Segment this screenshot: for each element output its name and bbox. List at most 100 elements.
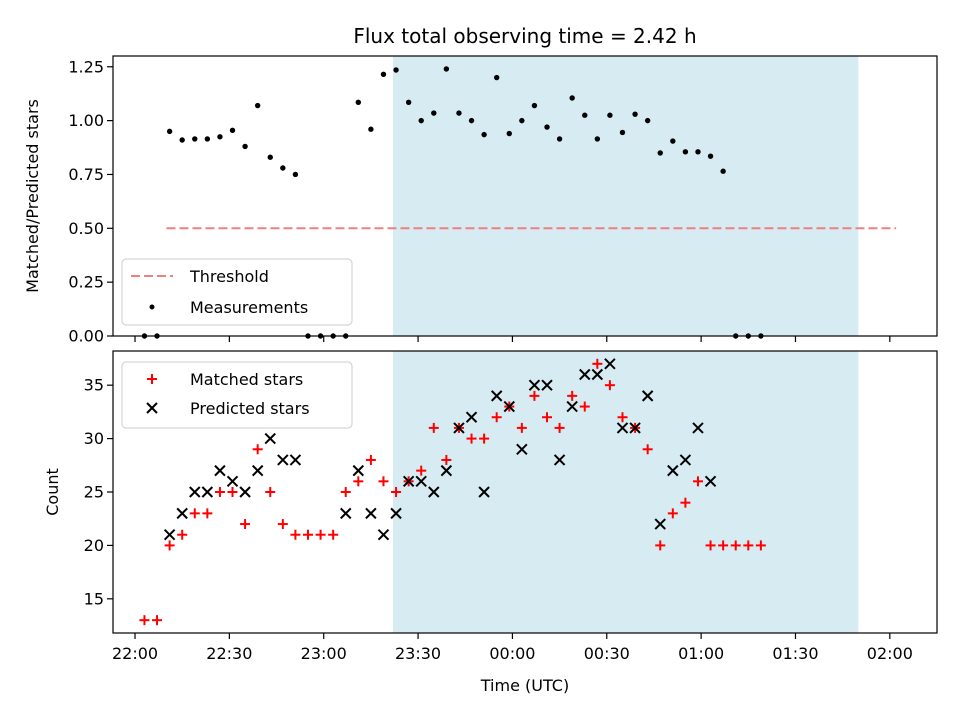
predicted-star-point [679,454,692,466]
measurement-point [720,168,726,174]
marker-stroke [214,464,226,477]
measurement-point [405,99,412,106]
legend-marker [146,402,158,414]
marker-stroke [692,422,704,434]
measurement-point [531,102,538,109]
matched-star-point [353,476,364,487]
predicted-star-point [641,390,654,402]
marker-stroke [679,454,692,466]
marker-stroke [641,390,654,402]
marker-stroke [566,400,578,413]
predicted-star-point [226,475,239,488]
matched-star-point [479,433,490,444]
x-tick-label: 23:30 [395,644,441,663]
x-tick-label: 22:00 [112,644,158,663]
measurement-point [493,74,500,81]
predicted-star-point [428,486,440,498]
measurement-point [468,117,475,124]
predicted-star-point [264,432,276,445]
measurement-point [544,124,550,130]
matched-star-point [667,508,678,519]
top-legend: Threshold Measurements [121,258,353,326]
y-tick-label: 0.25 [68,273,104,292]
matched-star-point [743,540,754,551]
marker-stroke [239,486,251,498]
predicted-star-point [478,486,490,498]
top-y-ticks: 0.00 0.25 0.50 0.75 1.00 1.25 [68,57,113,346]
y-tick-label: 0.00 [68,327,104,346]
predicted-star-point [415,475,427,488]
marker-stroke [277,454,289,466]
matched-star-point [290,529,301,540]
marker-stroke [541,379,553,391]
marker-stroke [490,390,503,402]
marker-stroke [604,358,616,370]
predicted-star-point [604,358,616,370]
matched-star-point [365,454,376,465]
legend-predicted-label: Predicted stars [190,399,310,418]
measurement-point [569,95,575,101]
marker-stroke [189,486,201,498]
matched-star-point [328,529,339,540]
marker-stroke [478,486,490,498]
matched-star-point [227,487,238,497]
marker-stroke [503,400,515,413]
marker-stroke [176,507,188,520]
marker-stroke [163,529,176,541]
marker-stroke [704,475,717,488]
count-panel: 15 20 25 30 35 22:00 22:30 23:00 23:30 00:00 00:3… [43,350,938,695]
marker-stroke [465,411,478,423]
matched-star-point [164,540,175,551]
matched-star-point [391,487,402,497]
predicted-star-point [176,507,188,520]
x-axis-label: Time (UTC) [480,676,569,695]
matched-star-point [189,508,200,519]
x-tick-label: 23:00 [301,644,347,663]
measurement-point [619,129,626,136]
matched-star-point [655,540,666,551]
top-axes-frame [112,55,938,337]
measurement-point [443,66,450,72]
marker-stroke [415,475,427,488]
matched-star-point [139,615,150,626]
predicted-star-point [616,422,629,434]
measurement-point [217,134,223,140]
y-tick-label: 1.00 [68,111,104,130]
predicted-star-point [239,486,251,498]
matched-star-point [542,412,553,423]
matched-star-point [214,487,225,497]
ratio-panel: 0.00 0.25 0.50 0.75 1.00 1.25 Matched/Predict… [23,55,938,346]
matched-star-point [730,540,741,551]
measurement-point [632,111,638,117]
y-tick-label: 1.25 [68,57,104,76]
marker-stroke [440,464,453,477]
measurement-point [204,136,211,142]
top-legend-box [121,258,353,326]
matched-star-point [491,412,502,423]
predicted-star-point [579,368,591,381]
x-tick-label: 22:30 [206,644,252,663]
measurement-point [380,71,387,78]
measurement-point [594,136,601,142]
marker-stroke [390,507,402,520]
measurement-point [431,110,437,116]
y-tick-label: 35 [84,376,104,395]
marker-stroke [667,464,679,477]
observing-window-shade [392,351,859,633]
predicted-star-point [667,464,679,477]
matched-star-point [516,422,527,433]
y-tick-label: 15 [84,589,104,608]
measurement-point [556,136,563,142]
predicted-star-point [629,422,641,434]
measurement-point [368,126,374,132]
matched-star-point [302,529,313,540]
predicted-star-point [440,464,453,477]
bottom-x-ticks: 22:00 22:30 23:00 23:30 00:00 00:30 01:00 01:30… [112,633,913,663]
marker-stroke [629,422,641,434]
legend-marker [147,374,157,384]
y-tick-label: 0.50 [68,219,104,238]
predicted-star-point [553,454,566,466]
predicted-star-point [340,507,352,520]
marker-stroke [428,486,440,498]
